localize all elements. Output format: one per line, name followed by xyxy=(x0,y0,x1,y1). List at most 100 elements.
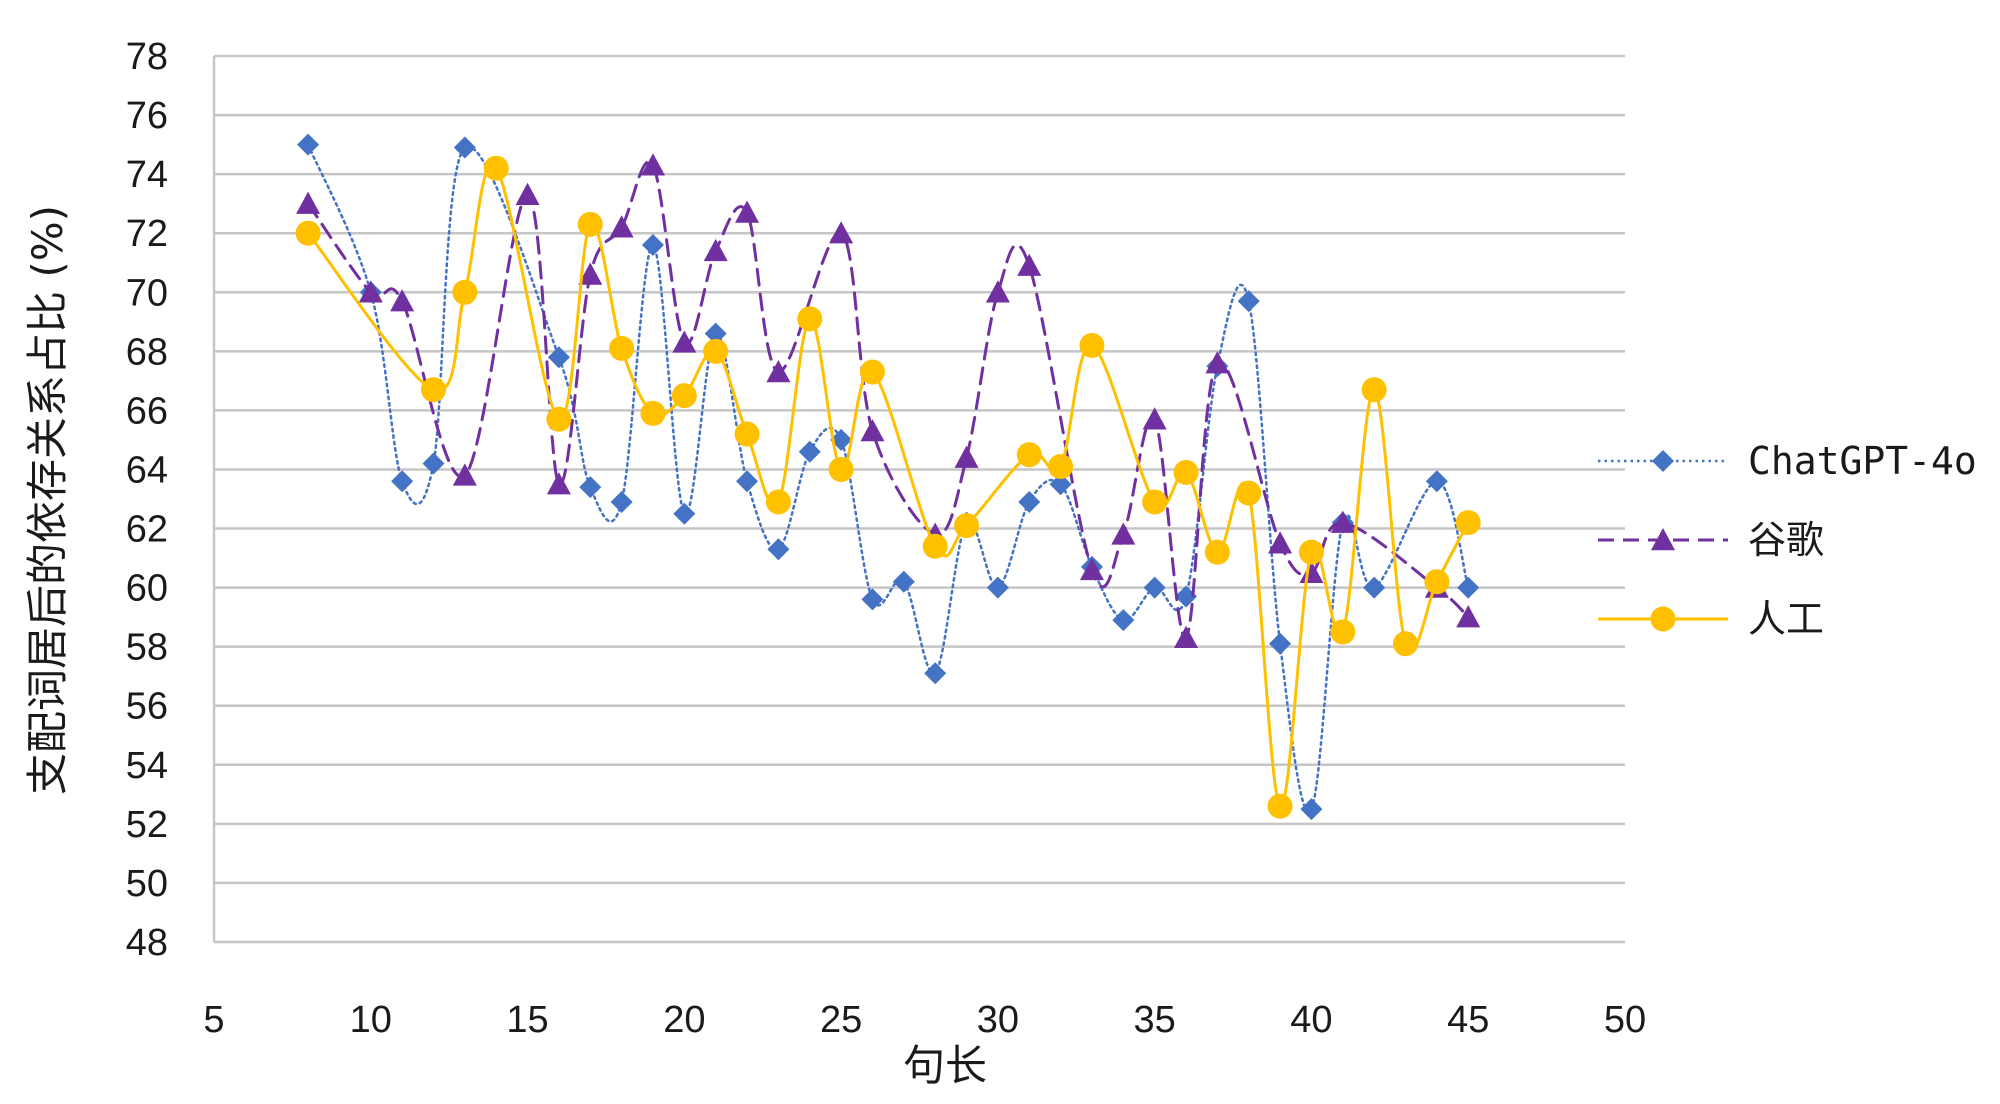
legend-item: 人工 xyxy=(1598,597,1824,641)
data-point xyxy=(954,445,979,468)
x-tick-label: 30 xyxy=(977,999,1019,1041)
series-2 xyxy=(296,153,1481,649)
data-point xyxy=(1236,480,1262,506)
data-point xyxy=(422,452,445,475)
data-point xyxy=(640,400,666,426)
data-point xyxy=(1267,793,1293,819)
x-tick-label: 45 xyxy=(1447,999,1489,1041)
data-point xyxy=(1330,619,1356,645)
data-point xyxy=(736,470,759,493)
y-tick-label: 72 xyxy=(126,213,168,255)
data-point xyxy=(1300,798,1323,821)
data-point xyxy=(578,262,603,285)
data-point xyxy=(766,360,791,383)
y-tick-label: 78 xyxy=(126,36,168,78)
y-tick-label: 58 xyxy=(126,627,168,669)
y-tick-label: 50 xyxy=(126,863,168,905)
x-tick-label: 50 xyxy=(1604,999,1646,1041)
y-axis-title: 支配词居后的依存关系占比 (%) xyxy=(23,205,72,795)
y-tick-label: 48 xyxy=(126,922,168,964)
legend-label: 谷歌 xyxy=(1748,518,1824,562)
data-point xyxy=(1361,377,1387,403)
data-point xyxy=(861,588,884,611)
data-point xyxy=(1048,454,1074,480)
data-point xyxy=(640,153,665,176)
data-point xyxy=(703,238,728,262)
x-tick-label: 10 xyxy=(350,999,392,1041)
data-point xyxy=(734,421,760,447)
data-point xyxy=(922,533,948,559)
data-point xyxy=(986,576,1009,599)
y-tick-label: 62 xyxy=(126,509,168,551)
data-point xyxy=(1425,470,1448,493)
data-point xyxy=(1268,531,1293,554)
data-point xyxy=(1016,442,1042,468)
data-point xyxy=(797,306,823,332)
data-point xyxy=(767,538,790,561)
data-point xyxy=(295,220,321,246)
x-tick-label: 15 xyxy=(506,999,548,1041)
x-tick-label: 35 xyxy=(1134,999,1176,1041)
y-tick-label: 60 xyxy=(126,568,168,610)
data-point xyxy=(830,428,853,451)
data-point xyxy=(1017,253,1042,276)
data-point xyxy=(892,570,915,593)
data-point xyxy=(609,215,634,238)
data-point xyxy=(1173,459,1199,485)
data-point xyxy=(1112,609,1135,632)
data-point xyxy=(985,280,1010,303)
data-point xyxy=(1237,290,1260,313)
series-group xyxy=(295,133,1481,821)
data-point xyxy=(1018,490,1041,513)
data-point xyxy=(735,200,760,223)
legend-label: ChatGPT-4o xyxy=(1748,439,1977,483)
y-tick-label: 64 xyxy=(126,449,168,491)
data-point xyxy=(1424,569,1450,595)
data-point xyxy=(1111,522,1136,545)
data-point xyxy=(1204,539,1230,565)
x-tick-labels: 5 10 15 20 25 30 35 40 45 50 xyxy=(203,999,1646,1041)
data-point xyxy=(452,279,478,305)
data-point xyxy=(828,456,854,482)
y-tick-label: 66 xyxy=(126,390,168,432)
data-point xyxy=(1174,625,1199,649)
y-tick-label: 68 xyxy=(126,331,168,373)
legend-item: ChatGPT-4o xyxy=(1598,439,1977,483)
data-point xyxy=(673,502,696,525)
data-point xyxy=(1079,332,1105,358)
data-point xyxy=(609,335,635,361)
series-line xyxy=(306,164,1470,808)
data-point xyxy=(452,463,477,486)
data-point xyxy=(483,155,509,181)
data-point xyxy=(547,346,570,369)
data-point xyxy=(515,182,540,206)
data-point xyxy=(672,330,697,353)
data-point xyxy=(1175,585,1198,608)
x-tick-label: 40 xyxy=(1290,999,1332,1041)
data-point xyxy=(546,406,572,432)
y-tick-label: 76 xyxy=(126,95,168,137)
data-point xyxy=(1142,489,1168,515)
legend-marker xyxy=(1650,606,1676,632)
data-point xyxy=(579,476,602,499)
y-tick-labels: 48 50 52 54 56 58 60 62 64 66 68 70 72 74 76 78 xyxy=(126,36,168,964)
data-point xyxy=(1298,539,1324,565)
data-point xyxy=(453,136,476,159)
legend-item: 谷歌 xyxy=(1598,518,1824,562)
data-point xyxy=(1455,510,1481,536)
data-point xyxy=(420,377,446,403)
data-point xyxy=(671,383,697,409)
data-point xyxy=(704,322,727,345)
legend-label: 人工 xyxy=(1748,597,1824,641)
legend-marker xyxy=(1652,450,1674,472)
data-point xyxy=(1363,576,1386,599)
data-point xyxy=(391,470,414,493)
data-point xyxy=(610,490,633,513)
data-point xyxy=(765,489,791,515)
data-point xyxy=(358,280,383,303)
data-point xyxy=(1456,605,1481,628)
legend-marker xyxy=(1651,528,1675,551)
series-3 xyxy=(295,155,1481,819)
gridlines xyxy=(214,54,1625,944)
